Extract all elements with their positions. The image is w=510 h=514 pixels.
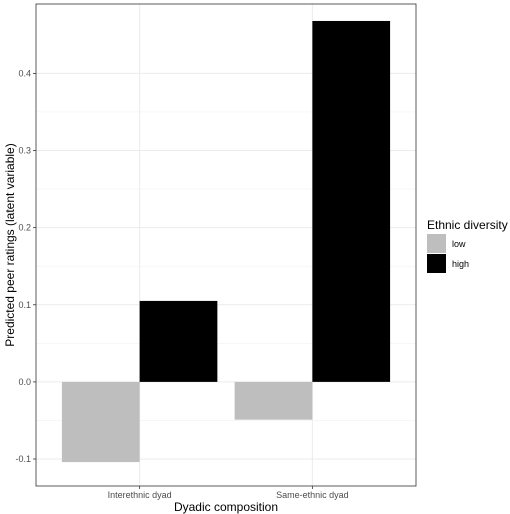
y-tick-label: 0.1 bbox=[18, 300, 31, 310]
legend: Ethnic diversity low high bbox=[427, 218, 508, 273]
bar-low bbox=[61, 381, 140, 463]
y-tick-label: 0.2 bbox=[18, 223, 31, 233]
legend-key-low bbox=[427, 234, 446, 253]
bar-high bbox=[139, 300, 218, 382]
x-axis-title: Dyadic composition bbox=[174, 500, 278, 514]
x-tick-label: Interethnic dyad bbox=[108, 490, 172, 500]
y-tick-label: 0.0 bbox=[18, 377, 31, 387]
y-tick-label: -0.1 bbox=[15, 454, 31, 464]
bars bbox=[61, 20, 391, 463]
legend-label-low: low bbox=[452, 239, 466, 249]
legend-label-high: high bbox=[452, 259, 469, 269]
x-axis-ticks: Interethnic dyad Same-ethnic dyad bbox=[108, 486, 349, 500]
bar-high bbox=[312, 20, 391, 382]
y-tick-label: 0.3 bbox=[18, 146, 31, 156]
legend-items: low high bbox=[427, 234, 469, 273]
y-axis-ticks: -0.1 0.0 0.1 0.2 0.3 0.4 bbox=[15, 68, 36, 464]
legend-title: Ethnic diversity bbox=[427, 218, 508, 232]
legend-key-high bbox=[427, 254, 446, 273]
y-axis-title: Predicted peer ratings (latent variable) bbox=[3, 143, 17, 346]
x-tick-label: Same-ethnic dyad bbox=[276, 490, 349, 500]
bar-low bbox=[234, 381, 313, 420]
panel-border bbox=[35, 3, 417, 487]
y-tick-label: 0.4 bbox=[18, 68, 31, 78]
